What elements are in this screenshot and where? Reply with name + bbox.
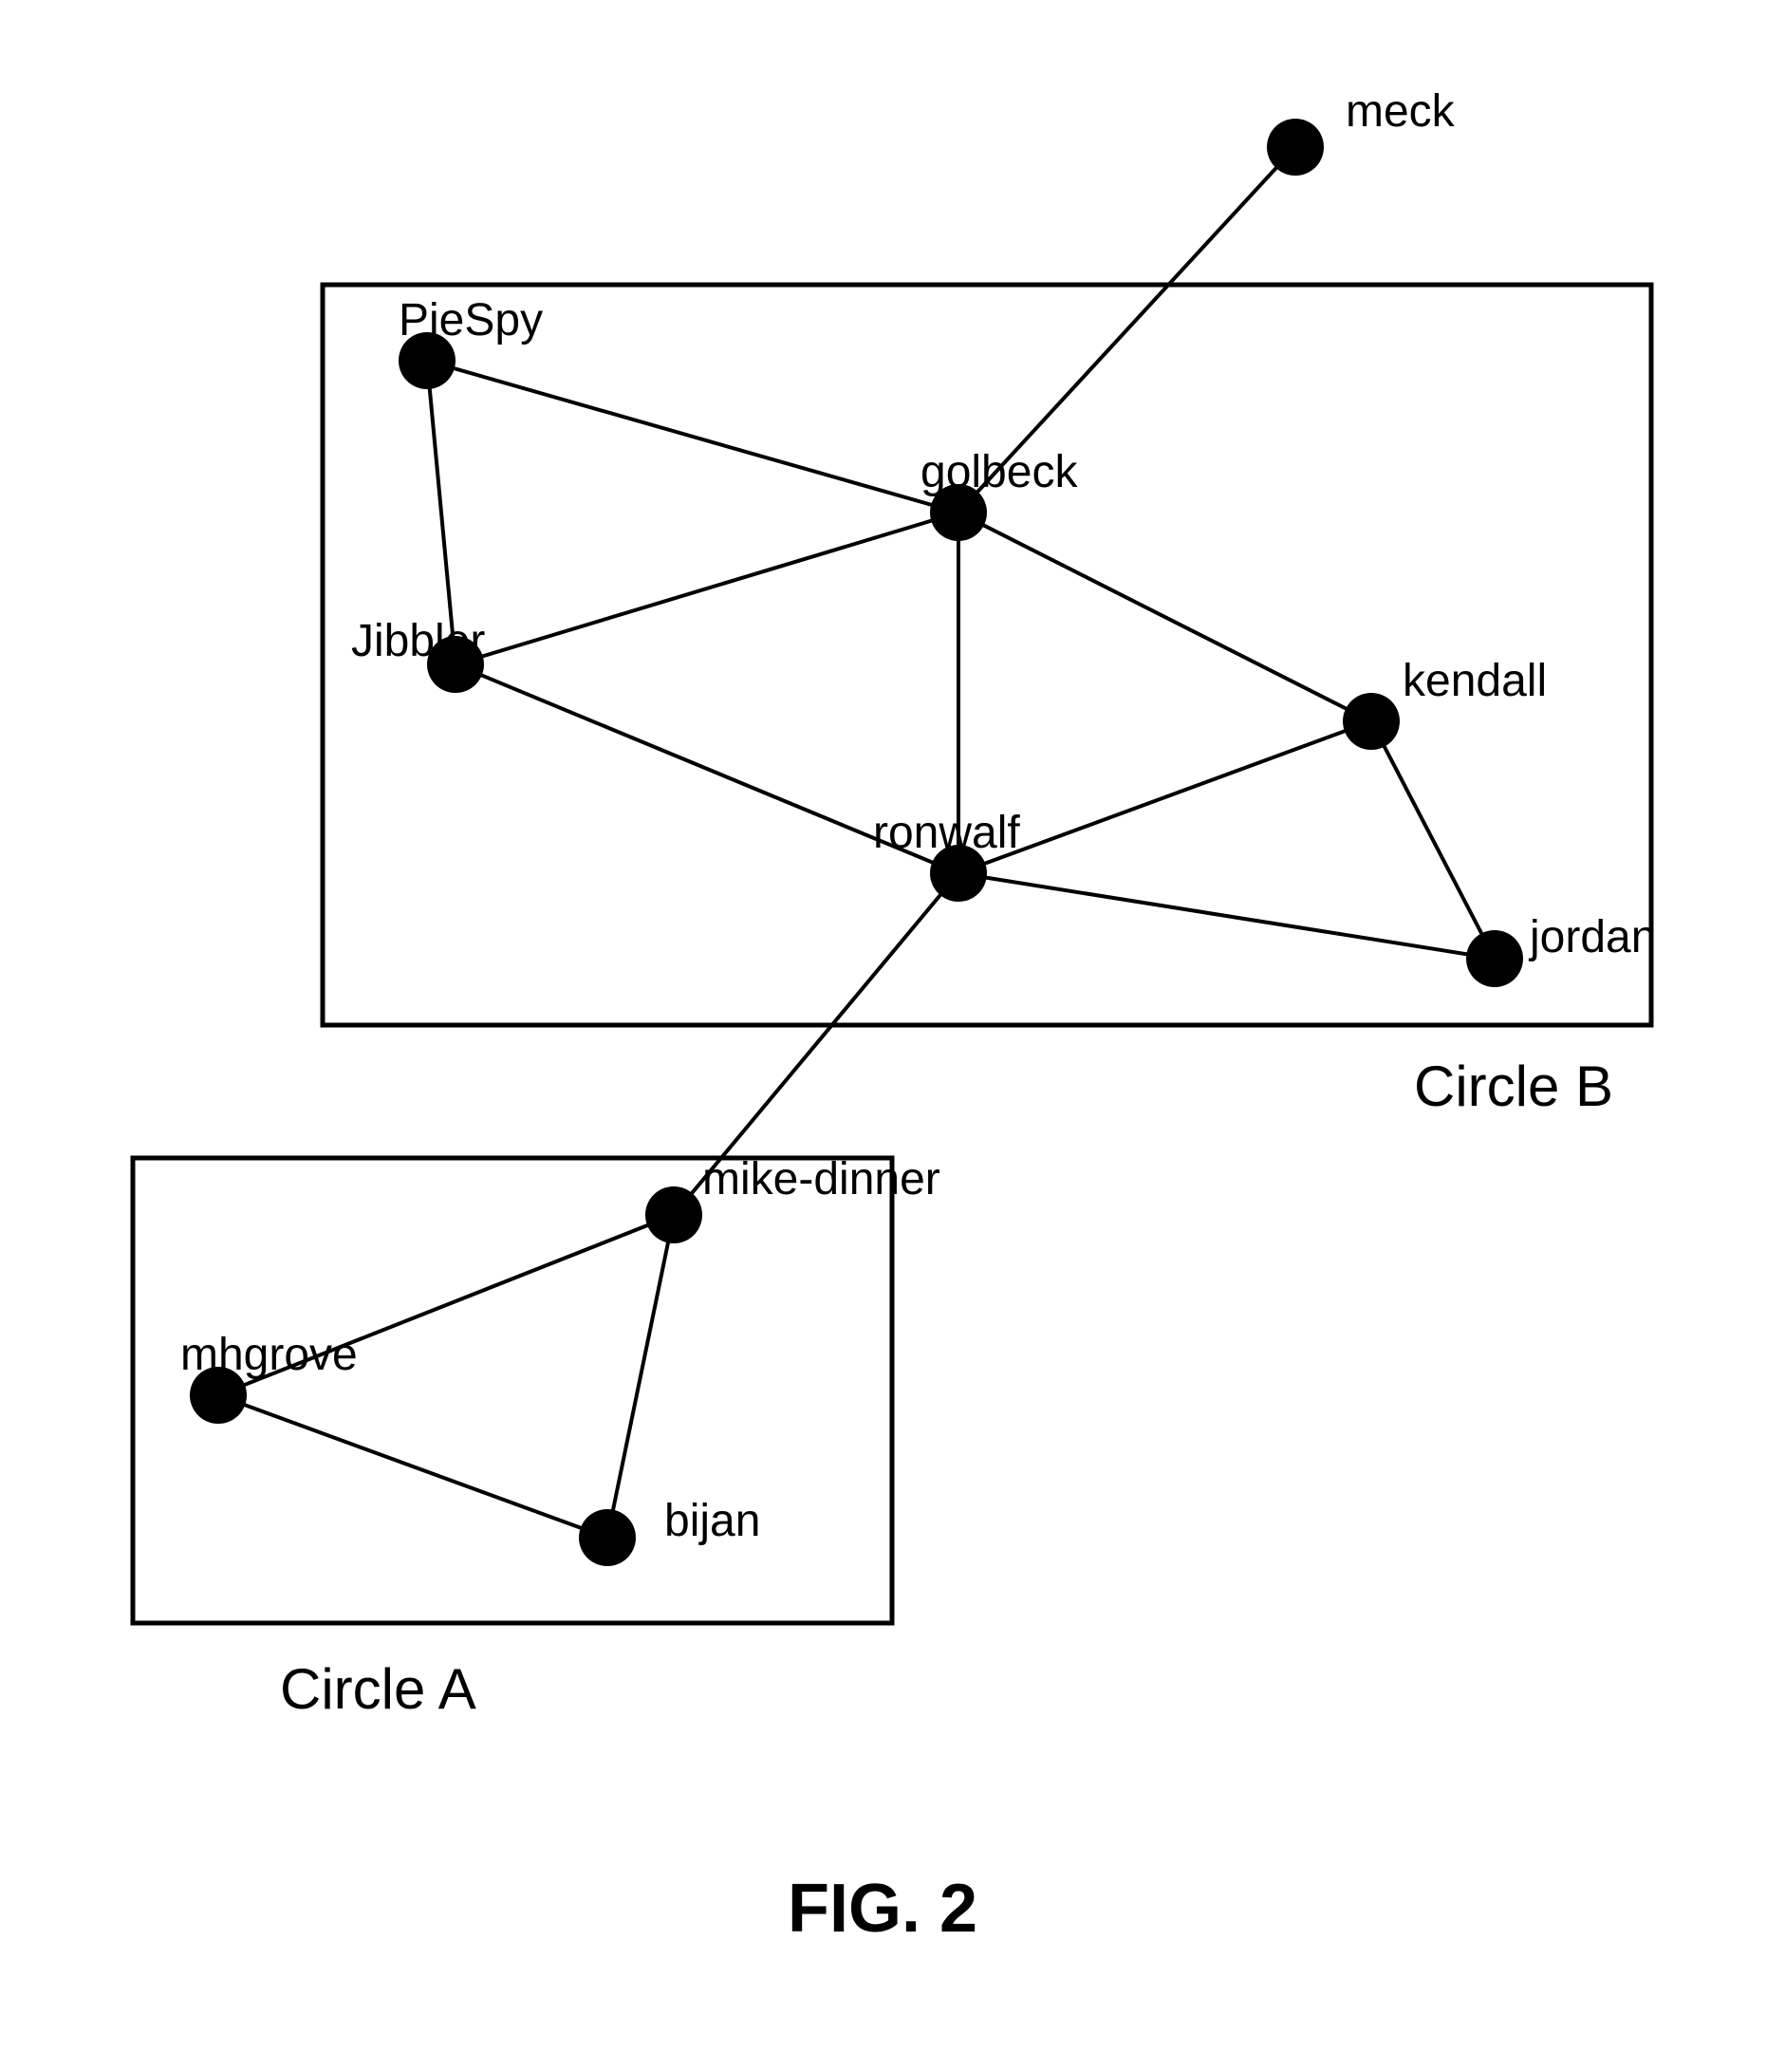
edge-ronwalf-jordan: [958, 873, 1495, 959]
node-label-jordan: jordan: [1530, 911, 1656, 963]
edge-piespy-golbeck: [427, 361, 958, 513]
figure-label: FIG. 2: [788, 1870, 977, 1948]
network-diagram: Circle B Circle A meck PieSpy golbeck Jibbler…: [0, 0, 1785, 2072]
edge-mhgrove-bijan: [218, 1395, 607, 1538]
node-label-piespy: PieSpy: [399, 294, 543, 346]
edge-golbeck-jibbler: [456, 513, 958, 664]
node-jordan: [1466, 930, 1523, 987]
edge-kendall-ronwalf: [958, 721, 1371, 873]
node-label-meck: meck: [1346, 85, 1455, 138]
diagram-svg: [0, 0, 1785, 2072]
node-label-jibbler: Jibbler: [351, 615, 485, 667]
node-label-kendall: kendall: [1403, 655, 1547, 707]
edge-mike-dinner-bijan: [607, 1215, 674, 1538]
node-mike-dinner: [645, 1186, 702, 1243]
node-label-golbeck: golbeck: [920, 446, 1077, 498]
edge-golbeck-kendall: [958, 513, 1371, 721]
node-meck: [1267, 119, 1324, 176]
group-label-circleB: Circle B: [1414, 1054, 1613, 1119]
group-box-circleA: [133, 1158, 892, 1623]
node-label-mike-dinner: mike-dinner: [702, 1153, 940, 1205]
group-label-circleA: Circle A: [280, 1656, 476, 1722]
node-label-mhgrove: mhgrove: [180, 1329, 358, 1381]
node-label-bijan: bijan: [664, 1495, 760, 1547]
edge-kendall-jordan: [1371, 721, 1495, 959]
node-kendall: [1343, 693, 1400, 750]
node-bijan: [579, 1509, 636, 1566]
node-label-ronwalf: ronwalf: [873, 807, 1020, 859]
